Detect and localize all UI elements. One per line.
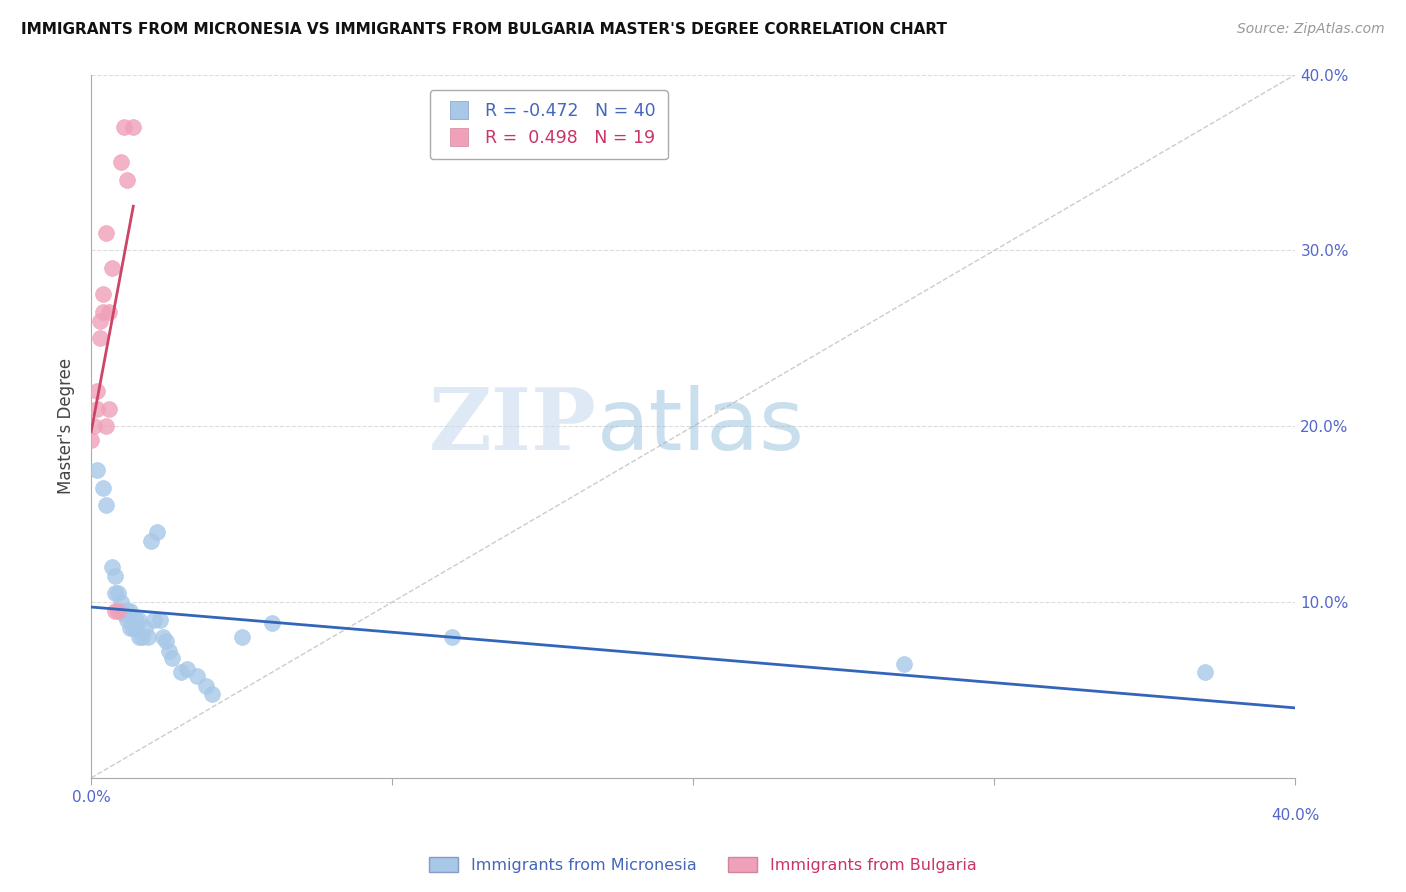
Point	[128, 630, 150, 644]
Point	[96, 499, 118, 513]
Point	[83, 419, 105, 434]
Point	[104, 568, 127, 582]
Point	[110, 604, 132, 618]
Point	[893, 657, 915, 671]
Point	[96, 419, 118, 434]
Point	[91, 481, 114, 495]
Point	[260, 616, 283, 631]
Point	[125, 622, 148, 636]
Point	[110, 155, 132, 169]
Point	[91, 287, 114, 301]
Point	[117, 604, 139, 618]
Point	[143, 613, 166, 627]
Point	[141, 533, 163, 548]
Text: ZIP: ZIP	[429, 384, 598, 468]
Point	[86, 401, 108, 416]
Point	[107, 586, 129, 600]
Text: 40.0%: 40.0%	[1271, 808, 1320, 823]
Point	[104, 586, 127, 600]
Point	[86, 384, 108, 398]
Text: atlas: atlas	[598, 384, 806, 467]
Point	[200, 686, 222, 700]
Point	[186, 669, 208, 683]
Point	[120, 604, 142, 618]
Point	[98, 401, 121, 416]
Point	[117, 173, 139, 187]
Point	[112, 607, 135, 622]
Point	[101, 260, 124, 275]
Point	[86, 463, 108, 477]
Point	[125, 613, 148, 627]
Point	[162, 651, 184, 665]
Point	[96, 226, 118, 240]
Point	[112, 120, 135, 135]
Point	[122, 120, 145, 135]
Point	[441, 630, 464, 644]
Point	[98, 305, 121, 319]
Point	[107, 604, 129, 618]
Point	[134, 622, 156, 636]
Legend: R = -0.472   N = 40, R =  0.498   N = 19: R = -0.472 N = 40, R = 0.498 N = 19	[430, 90, 668, 159]
Text: IMMIGRANTS FROM MICRONESIA VS IMMIGRANTS FROM BULGARIA MASTER'S DEGREE CORRELATI: IMMIGRANTS FROM MICRONESIA VS IMMIGRANTS…	[21, 22, 948, 37]
Point	[89, 314, 111, 328]
Point	[128, 613, 150, 627]
Point	[101, 560, 124, 574]
Point	[170, 665, 193, 680]
Legend: Immigrants from Micronesia, Immigrants from Bulgaria: Immigrants from Micronesia, Immigrants f…	[423, 851, 983, 880]
Point	[152, 630, 174, 644]
Point	[80, 434, 103, 448]
Point	[91, 305, 114, 319]
Point	[159, 644, 181, 658]
Point	[131, 630, 153, 644]
Point	[1194, 665, 1216, 680]
Point	[110, 595, 132, 609]
Point	[104, 604, 127, 618]
Point	[89, 331, 111, 345]
Point	[149, 613, 172, 627]
Point	[176, 662, 198, 676]
Point	[122, 622, 145, 636]
Text: Source: ZipAtlas.com: Source: ZipAtlas.com	[1237, 22, 1385, 37]
Y-axis label: Master's Degree: Master's Degree	[58, 359, 75, 494]
Point	[146, 524, 169, 539]
Point	[231, 630, 253, 644]
Point	[120, 622, 142, 636]
Point	[194, 680, 217, 694]
Point	[117, 613, 139, 627]
Point	[138, 630, 160, 644]
Point	[155, 633, 177, 648]
